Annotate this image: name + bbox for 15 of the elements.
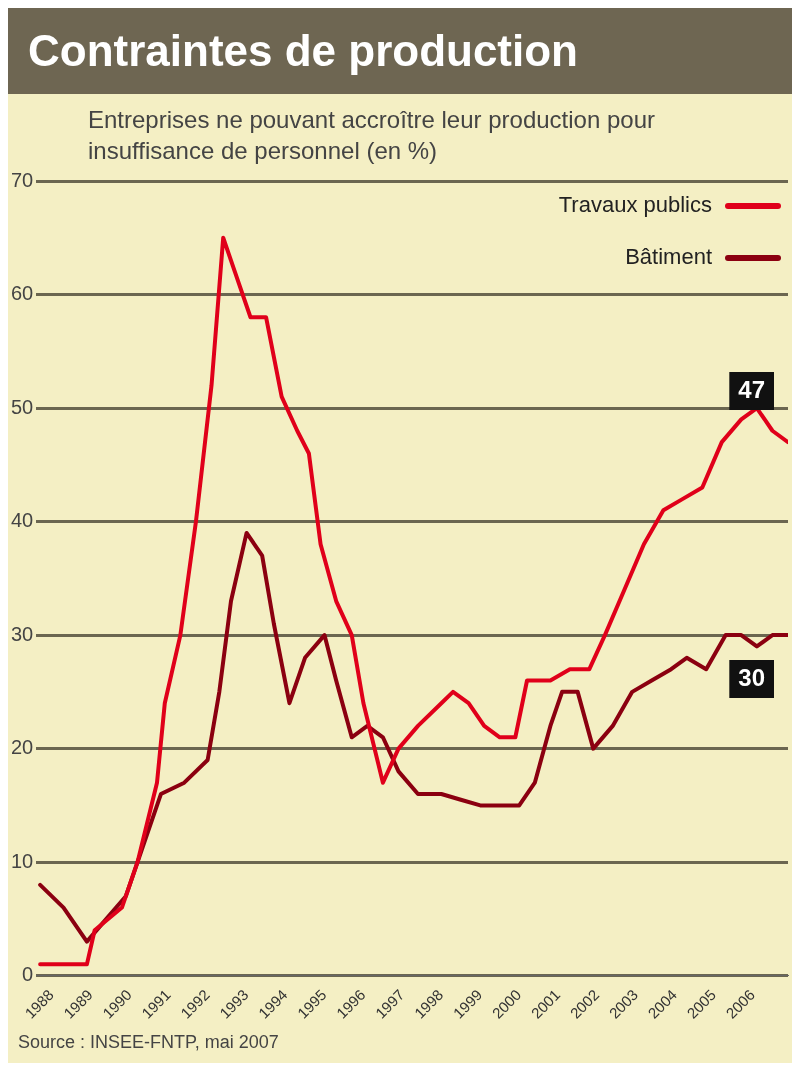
y-tick-label: 30: [11, 622, 34, 645]
y-tick-label: 50: [11, 395, 34, 418]
y-tick-label: 0: [22, 963, 34, 986]
annotation: 47: [738, 376, 765, 404]
source-note: Source : INSEE-FNTP, mai 2007: [17, 1031, 280, 1055]
y-tick-label: 40: [11, 509, 34, 532]
chart-title: Contraintes de production: [8, 8, 792, 94]
legend-label: Bâtiment: [625, 244, 712, 270]
y-tick-label: 20: [11, 736, 34, 759]
chart-subtitle: Entreprises ne pouvant accroître leur production pour insuffisance de personnel (en %): [87, 105, 656, 167]
legend-label: Travaux publics: [558, 192, 712, 218]
y-tick-label: 10: [11, 850, 34, 873]
annotation: 30: [738, 664, 765, 692]
y-tick-label: 70: [11, 168, 34, 191]
y-tick-label: 60: [11, 282, 34, 305]
